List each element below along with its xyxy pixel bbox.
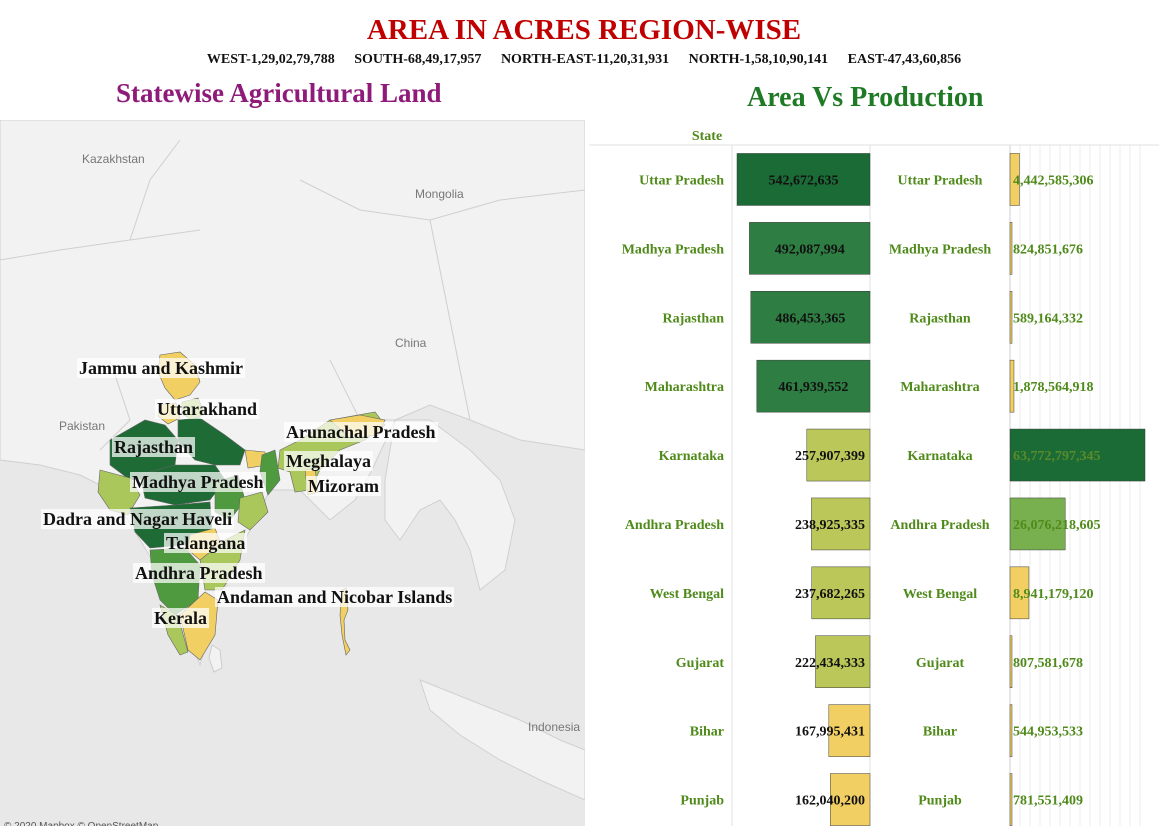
- production-bar: [1009, 153, 1020, 206]
- production-value-label: 26,076,218,605: [1013, 518, 1101, 533]
- area-value-label: 237,682,265: [795, 587, 865, 602]
- region-north-east: NORTH-EAST-11,20,31,931: [500, 52, 670, 67]
- production-bar: [1009, 704, 1013, 757]
- area-value-label: 167,995,431: [795, 725, 865, 740]
- main-title: AREA IN ACRES REGION-WISE: [366, 14, 802, 46]
- region-north: NORTH-1,58,10,90,141: [688, 52, 829, 67]
- map-attribution: © 2020 Mapbox © OpenStreetMap: [4, 821, 158, 826]
- production-bar: [1009, 566, 1030, 620]
- production-value-label: 63,772,797,345: [1013, 449, 1101, 464]
- production-value-label: 4,442,585,306: [1013, 173, 1094, 188]
- region-west: WEST-1,29,02,79,788: [206, 52, 335, 67]
- area-bar: [830, 773, 871, 826]
- geo-label-mongolia: Mongolia: [415, 187, 464, 201]
- state-label-production: Gujarat: [916, 656, 965, 671]
- state-label-production: Uttar Pradesh: [898, 173, 983, 188]
- area-bar: [828, 704, 871, 757]
- map-label-andaman-nicobar: Andaman and Nicobar Islands: [215, 587, 455, 607]
- production-bar: [1009, 222, 1013, 275]
- map-label-uttarakhand: Uttarakhand: [155, 399, 260, 419]
- area-bar: [815, 635, 871, 688]
- state-label-production: Maharashtra: [900, 380, 979, 395]
- area-value-label: 492,087,994: [775, 242, 845, 257]
- state-label-production: West Bengal: [903, 587, 977, 602]
- production-value-label: 1,878,564,918: [1013, 380, 1094, 395]
- production-value-label: 544,953,533: [1013, 725, 1083, 740]
- map-canvas[interactable]: [0, 120, 585, 826]
- map-label-rajasthan: Rajasthan: [112, 437, 196, 457]
- area-bar: [756, 359, 871, 413]
- area-value-label: 238,925,335: [795, 518, 865, 533]
- area-bar: [736, 153, 871, 206]
- area-value-label: 542,672,635: [769, 173, 839, 188]
- country-borders: [0, 139, 585, 451]
- state-odisha: [237, 491, 269, 531]
- production-value-label: 781,551,409: [1013, 794, 1083, 809]
- state-label: Uttar Pradesh: [639, 173, 724, 188]
- region-summary: WEST-1,29,02,79,788 SOUTH-68,49,17,957 N…: [0, 52, 1168, 68]
- india-map[interactable]: Kazakhstan Mongolia China Pakistan Indon…: [0, 120, 585, 826]
- state-label: Punjab: [680, 794, 724, 809]
- state-label-production: Andhra Pradesh: [890, 518, 989, 533]
- production-value-label: 807,581,678: [1013, 656, 1083, 671]
- area-value-label: 461,939,552: [778, 380, 848, 395]
- area-value-label: 486,453,365: [775, 311, 845, 326]
- production-bar: [1009, 773, 1013, 826]
- area-value-label: 162,040,200: [795, 794, 865, 809]
- production-value-label: 8,941,179,120: [1013, 587, 1094, 602]
- production-bar: [1009, 428, 1146, 482]
- area-value-label: 257,907,399: [795, 449, 865, 464]
- area-bar: [806, 428, 871, 482]
- map-label-madhya-pradesh: Madhya Pradesh: [130, 472, 266, 492]
- map-label-meghalaya: Meghalaya: [284, 451, 373, 471]
- production-value-label: 589,164,332: [1013, 311, 1083, 326]
- production-bar: [1009, 359, 1015, 413]
- state-label: Maharashtra: [645, 380, 724, 395]
- sri-lanka: [208, 644, 223, 673]
- state-label: Andhra Pradesh: [625, 518, 724, 533]
- area-bar: [750, 291, 871, 344]
- geo-label-china: China: [395, 336, 427, 350]
- row-header: State: [692, 129, 722, 144]
- map-label-arunachal-pradesh: Arunachal Pradesh: [284, 422, 438, 442]
- asia-landmass: [0, 120, 585, 667]
- chart-title: Area Vs Production: [747, 82, 984, 113]
- map-label-telangana: Telangana: [164, 533, 248, 553]
- map-label-kerala: Kerala: [152, 608, 209, 628]
- state-label-production: Punjab: [918, 794, 962, 809]
- area-bar: [811, 497, 871, 551]
- region-east: EAST-47,43,60,856: [847, 52, 962, 67]
- state-label-production: Bihar: [923, 725, 957, 740]
- map-label-jammu-kashmir: Jammu and Kashmir: [77, 358, 246, 378]
- state-label: Karnataka: [659, 449, 724, 464]
- production-value-label: 824,851,676: [1013, 242, 1083, 257]
- geo-label-kazakhstan: Kazakhstan: [82, 152, 145, 166]
- map-label-andhra-pradesh: Andhra Pradesh: [133, 563, 265, 583]
- state-label-production: Rajasthan: [909, 311, 971, 326]
- indonesia-landmass: [419, 679, 585, 801]
- state-label: Gujarat: [676, 656, 725, 671]
- state-label-production: Madhya Pradesh: [889, 242, 992, 257]
- production-bar: [1009, 291, 1013, 344]
- state-label: Madhya Pradesh: [622, 242, 725, 257]
- geo-label-indonesia: Indonesia: [528, 720, 581, 734]
- state-label: West Bengal: [650, 587, 724, 602]
- area-vs-production-chart: State Uttar Pradesh Uttar Pradesh 542,672,6…: [589, 120, 1159, 826]
- map-title: Statewise Agricultural Land: [116, 78, 442, 108]
- state-label-production: Karnataka: [907, 449, 972, 464]
- region-south: SOUTH-68,49,17,957: [354, 52, 482, 67]
- area-value-label: 222,434,333: [795, 656, 865, 671]
- area-bar: [811, 566, 871, 620]
- chart-canvas: State Uttar Pradesh Uttar Pradesh 542,672,6…: [589, 129, 1159, 826]
- production-bar: [1009, 635, 1013, 688]
- area-bar: [749, 222, 871, 275]
- southeast-asia-landmass: [384, 419, 516, 591]
- production-bar: [1009, 497, 1066, 551]
- geo-label-pakistan: Pakistan: [59, 419, 106, 433]
- map-label-dadra-nagar-haveli: Dadra and Nagar Haveli: [41, 509, 235, 529]
- state-label: Bihar: [690, 725, 724, 740]
- state-label: Rajasthan: [663, 311, 725, 326]
- map-label-mizoram: Mizoram: [306, 476, 381, 496]
